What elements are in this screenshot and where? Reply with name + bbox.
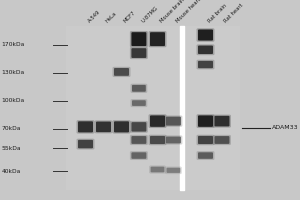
FancyBboxPatch shape — [94, 120, 112, 133]
FancyBboxPatch shape — [198, 46, 213, 54]
Text: ADAM33: ADAM33 — [272, 125, 298, 130]
FancyBboxPatch shape — [196, 28, 214, 42]
FancyBboxPatch shape — [130, 84, 147, 93]
FancyBboxPatch shape — [150, 32, 165, 46]
FancyBboxPatch shape — [132, 85, 146, 92]
FancyBboxPatch shape — [131, 122, 146, 132]
Bar — [240, 26, 300, 190]
FancyBboxPatch shape — [214, 116, 230, 126]
Text: 70kDa: 70kDa — [2, 126, 21, 131]
FancyBboxPatch shape — [112, 67, 130, 77]
FancyBboxPatch shape — [76, 139, 94, 150]
FancyBboxPatch shape — [149, 165, 166, 174]
FancyBboxPatch shape — [131, 48, 146, 58]
FancyBboxPatch shape — [131, 32, 146, 46]
FancyBboxPatch shape — [166, 137, 181, 143]
FancyBboxPatch shape — [150, 115, 165, 127]
FancyBboxPatch shape — [131, 136, 146, 144]
FancyBboxPatch shape — [130, 121, 148, 133]
FancyBboxPatch shape — [148, 31, 166, 47]
Text: Mouse heart: Mouse heart — [175, 0, 202, 24]
FancyBboxPatch shape — [151, 167, 164, 172]
Text: 170kDa: 170kDa — [2, 42, 25, 47]
FancyBboxPatch shape — [213, 135, 231, 145]
FancyBboxPatch shape — [198, 61, 213, 68]
FancyBboxPatch shape — [148, 114, 166, 128]
Text: 130kDa: 130kDa — [2, 70, 25, 75]
Bar — [0, 0, 300, 26]
FancyBboxPatch shape — [198, 152, 213, 159]
FancyBboxPatch shape — [130, 99, 147, 107]
FancyBboxPatch shape — [198, 115, 213, 127]
FancyBboxPatch shape — [132, 100, 146, 106]
FancyBboxPatch shape — [196, 151, 214, 160]
FancyBboxPatch shape — [164, 135, 182, 145]
FancyBboxPatch shape — [148, 135, 166, 145]
FancyBboxPatch shape — [166, 117, 181, 126]
FancyBboxPatch shape — [114, 121, 129, 132]
FancyBboxPatch shape — [196, 60, 214, 69]
FancyBboxPatch shape — [196, 44, 214, 55]
Text: A-549: A-549 — [87, 10, 101, 24]
Text: MCF7: MCF7 — [123, 10, 137, 24]
Text: U-87MG: U-87MG — [140, 6, 159, 24]
FancyBboxPatch shape — [198, 29, 213, 41]
FancyBboxPatch shape — [150, 136, 165, 144]
Text: Rat heart: Rat heart — [224, 3, 244, 24]
Text: 55kDa: 55kDa — [2, 146, 21, 151]
FancyBboxPatch shape — [165, 167, 182, 174]
Text: Rat brain: Rat brain — [207, 3, 228, 24]
FancyBboxPatch shape — [164, 115, 182, 127]
Bar — [66, 26, 240, 190]
FancyBboxPatch shape — [131, 152, 146, 159]
Text: Mouse brain: Mouse brain — [159, 0, 185, 24]
FancyBboxPatch shape — [112, 120, 130, 134]
FancyBboxPatch shape — [130, 151, 148, 160]
FancyBboxPatch shape — [196, 135, 214, 145]
FancyBboxPatch shape — [198, 136, 213, 144]
FancyBboxPatch shape — [167, 168, 180, 173]
FancyBboxPatch shape — [130, 135, 148, 145]
Text: HeLa: HeLa — [105, 11, 118, 24]
Text: 40kDa: 40kDa — [2, 169, 21, 174]
Text: 100kDa: 100kDa — [2, 98, 25, 103]
FancyBboxPatch shape — [214, 136, 230, 144]
FancyBboxPatch shape — [114, 68, 129, 76]
FancyBboxPatch shape — [130, 31, 148, 47]
FancyBboxPatch shape — [196, 114, 214, 128]
FancyBboxPatch shape — [130, 47, 148, 59]
FancyBboxPatch shape — [96, 122, 111, 132]
FancyBboxPatch shape — [213, 115, 231, 128]
FancyBboxPatch shape — [76, 120, 94, 134]
Bar — [0, 26, 66, 190]
FancyBboxPatch shape — [78, 121, 93, 132]
FancyBboxPatch shape — [78, 140, 93, 148]
